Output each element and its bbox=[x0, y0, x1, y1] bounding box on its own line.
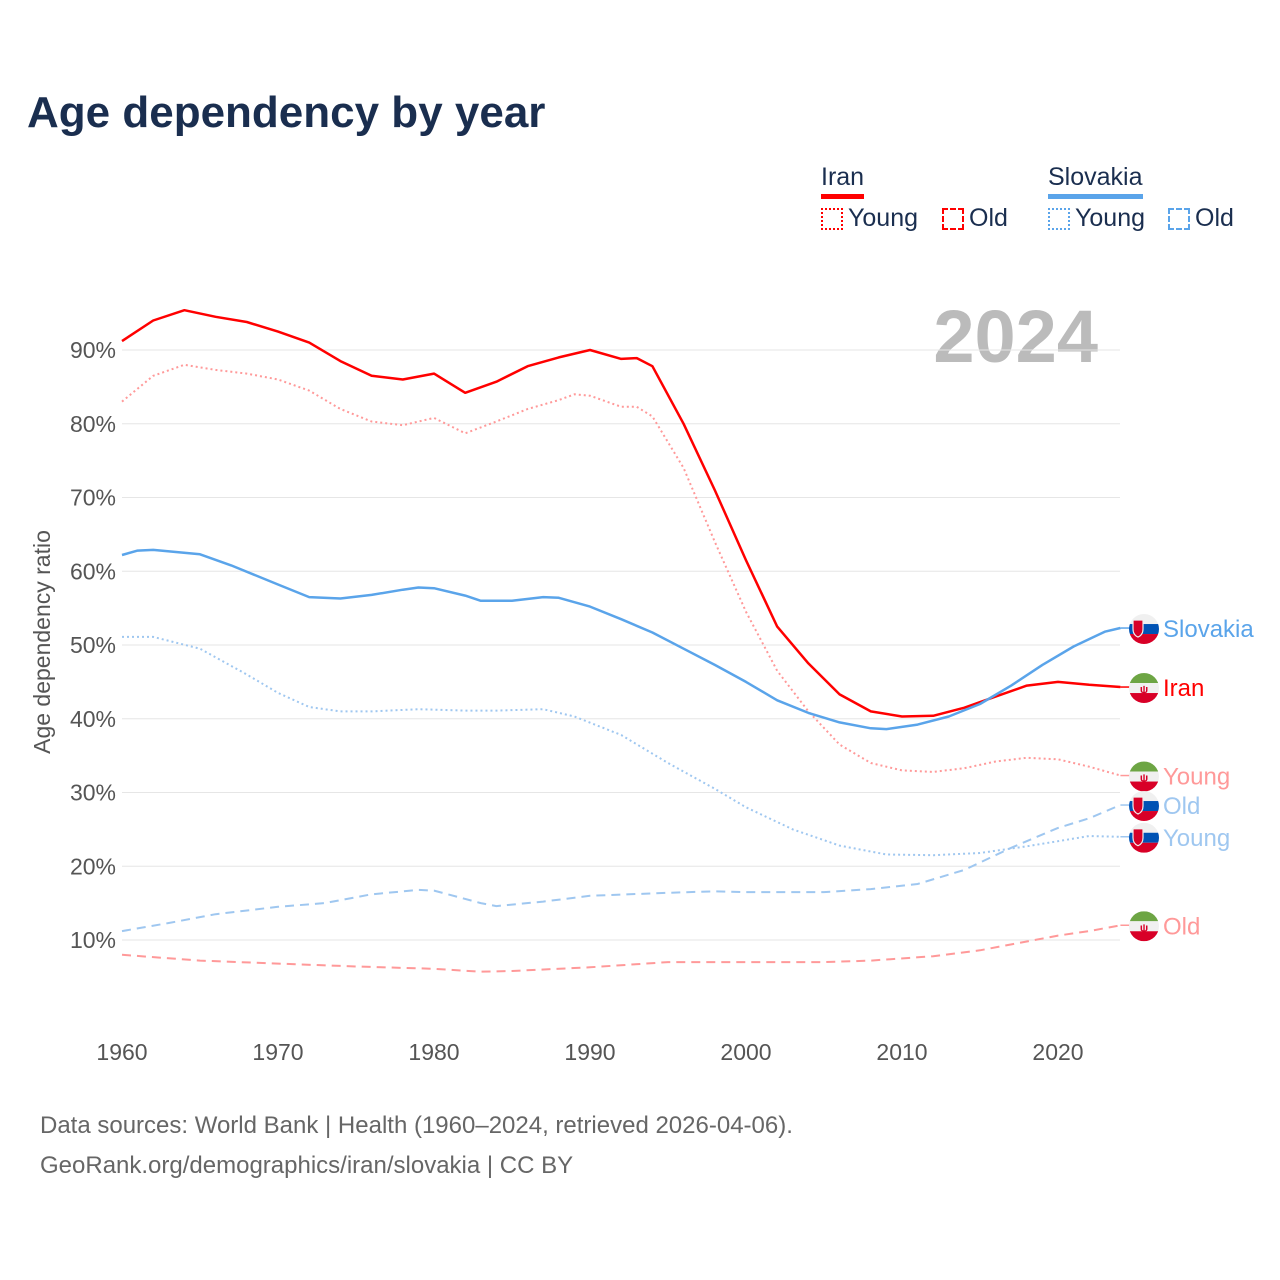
y-tick-label: 20% bbox=[70, 853, 116, 879]
end-label-slovakia-old: Old bbox=[1120, 791, 1200, 822]
legend-label: Old bbox=[969, 204, 1008, 232]
svg-text:ψ: ψ bbox=[1140, 922, 1148, 934]
y-tick-label: 80% bbox=[70, 411, 116, 437]
y-tick-label: 70% bbox=[70, 485, 116, 511]
series-end-label: Young bbox=[1163, 825, 1230, 852]
y-tick-label: 50% bbox=[70, 632, 116, 658]
iran-flag-icon: ψ bbox=[1129, 911, 1159, 942]
x-tick-label: 1990 bbox=[564, 1039, 615, 1065]
x-tick-label: 1960 bbox=[96, 1039, 147, 1065]
slovakia-flag-icon bbox=[1129, 614, 1159, 645]
y-tick-label: 60% bbox=[70, 558, 116, 584]
end-label-iran: ψ Iran bbox=[1120, 673, 1204, 704]
dashed-swatch-icon bbox=[942, 207, 964, 230]
slovakia-flag-icon bbox=[1129, 791, 1159, 822]
x-tick-label: 1980 bbox=[408, 1039, 459, 1065]
end-label-iran-young: ψ Young bbox=[1120, 761, 1230, 792]
series-end-label: Old bbox=[1163, 913, 1200, 940]
svg-text:ψ: ψ bbox=[1140, 684, 1148, 696]
series-end-label: Iran bbox=[1163, 675, 1204, 702]
end-label-iran-old: ψ Old bbox=[1120, 911, 1200, 942]
series-line-iran-young[interactable] bbox=[121, 363, 1121, 777]
series-end-label: Old bbox=[1163, 793, 1200, 820]
x-tick-label: 2000 bbox=[720, 1039, 771, 1065]
x-tick-label: 2010 bbox=[876, 1039, 927, 1065]
series-line-iran[interactable] bbox=[121, 308, 1121, 718]
svg-text:ψ: ψ bbox=[1140, 773, 1148, 785]
legend-country-iran[interactable]: Iran bbox=[821, 163, 865, 199]
dotted-swatch-icon bbox=[1048, 207, 1070, 230]
end-label-slovakia: Slovakia bbox=[1120, 614, 1254, 645]
iran-flag-icon: ψ bbox=[1129, 673, 1159, 704]
dashed-swatch-icon bbox=[1168, 207, 1190, 230]
y-axis-label: Age dependency ratio bbox=[29, 530, 55, 754]
y-tick-label: 90% bbox=[70, 337, 116, 363]
series-line-iran-old[interactable] bbox=[121, 924, 1121, 973]
y-tick-label: 40% bbox=[70, 706, 116, 732]
chart-title: Age dependency by year bbox=[27, 88, 546, 137]
attribution-link[interactable]: GeoRank.org/demographics/iran/slovakia |… bbox=[40, 1152, 574, 1179]
y-tick-label: 10% bbox=[70, 927, 116, 953]
series-line-slovakia-old[interactable] bbox=[121, 804, 1121, 933]
y-tick-label: 30% bbox=[70, 780, 116, 806]
legend-slovakia-old[interactable]: Old bbox=[1168, 204, 1234, 233]
dotted-swatch-icon bbox=[821, 207, 843, 230]
series-line-slovakia[interactable] bbox=[121, 548, 1121, 731]
legend-label: Young bbox=[1075, 204, 1145, 232]
end-label-slovakia-young: Young bbox=[1120, 822, 1230, 853]
legend-country-slovakia[interactable]: Slovakia bbox=[1048, 163, 1143, 199]
legend-label: Young bbox=[848, 204, 918, 232]
legend-iran-old[interactable]: Old bbox=[942, 204, 1008, 233]
slovakia-flag-icon bbox=[1129, 822, 1159, 853]
x-tick-label: 1970 bbox=[252, 1039, 303, 1065]
year-watermark: 2024 bbox=[933, 295, 1098, 378]
series-end-label: Young bbox=[1163, 764, 1230, 791]
footer: Data sources: World Bank | Health (1960–… bbox=[40, 1106, 793, 1186]
x-tick-label: 2020 bbox=[1032, 1039, 1083, 1065]
series-end-label: Slovakia bbox=[1163, 616, 1254, 643]
legend-iran-young[interactable]: Young bbox=[821, 204, 918, 233]
source-note: Data sources: World Bank | Health (1960–… bbox=[40, 1112, 793, 1139]
legend-label: Old bbox=[1195, 204, 1234, 232]
iran-flag-icon: ψ bbox=[1129, 761, 1159, 792]
series-line-slovakia-young[interactable] bbox=[122, 635, 1121, 857]
legend-slovakia-young[interactable]: Young bbox=[1048, 204, 1145, 233]
